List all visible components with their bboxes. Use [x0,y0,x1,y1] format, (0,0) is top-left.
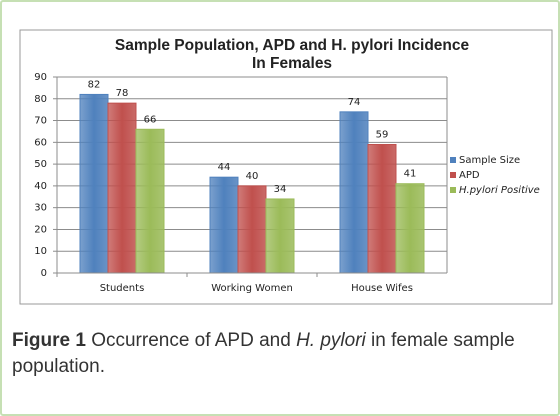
y-tick-label: 30 [34,203,47,214]
legend-swatch [450,187,456,193]
data-label: 66 [144,114,157,125]
data-label: 82 [88,79,101,90]
caption-text: Occurrence of APD and [91,330,291,351]
bar [339,111,369,274]
bar [107,102,137,274]
caption-label: Figure 1 [12,330,86,351]
data-label: 40 [246,171,259,182]
y-tick-label: 60 [34,137,47,148]
y-tick-label: 90 [34,72,47,83]
bar [79,93,109,274]
y-tick-label: 0 [41,268,47,279]
legend-label: Sample Size [459,155,520,166]
bar [135,128,165,274]
chart: Sample Population, APD and H. pylori Inc… [19,29,553,305]
y-tick-label: 10 [34,246,47,257]
y-tick-label: 80 [34,94,47,105]
data-label: 78 [116,88,129,99]
caption: Figure 1 Occurrence of APD and H. pylori… [12,328,542,380]
data-label: 74 [348,97,361,108]
caption-italic: H. pylori [296,330,366,351]
bar [265,198,295,274]
legend-label: APD [459,170,480,181]
legend-swatch [450,172,456,178]
y-tick-label: 50 [34,159,47,170]
legend-swatch [450,157,456,163]
y-tick-label: 70 [34,116,47,127]
y-tick-label: 20 [34,224,47,235]
data-label: 59 [376,130,389,141]
x-tick-label: House Wifes [351,283,413,294]
chart-title: In Females [252,55,332,72]
y-tick-label: 40 [34,181,47,192]
data-label: 44 [218,162,231,173]
data-label: 41 [404,169,417,180]
x-tick-label: Students [100,283,145,294]
bar [395,183,425,274]
chart-title: Sample Population, APD and H. pylori Inc… [115,37,470,54]
legend-label: H.pylori Positive [459,185,540,196]
bar [209,176,239,274]
bar [237,185,267,274]
bar [367,144,397,274]
data-label: 34 [274,184,287,195]
x-tick-label: Working Women [211,283,293,294]
caption-text: in female sample population. [12,330,515,377]
